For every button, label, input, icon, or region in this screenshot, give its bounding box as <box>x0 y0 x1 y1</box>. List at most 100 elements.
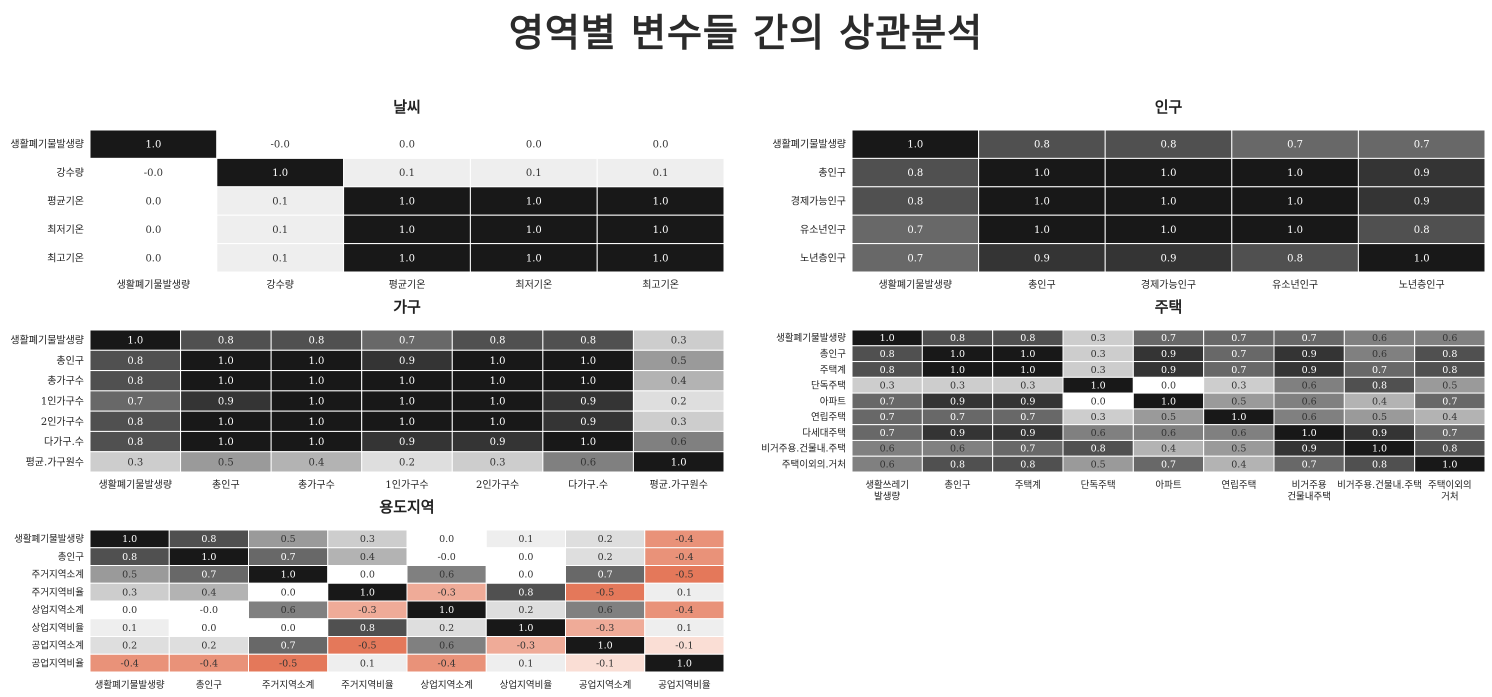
cell-value-label: 0.7 <box>127 397 143 408</box>
cell-value-label: 0.2 <box>201 641 216 652</box>
cell-value-label: 0.8 <box>308 336 324 347</box>
cell-value-label: 1.0 <box>1231 412 1246 423</box>
cell-value-label: 1.0 <box>145 140 161 151</box>
cell-value-label: 0.6 <box>1231 428 1246 439</box>
column-tick-label: 상업지역비율 <box>500 679 553 691</box>
row-tick-label: 다가구.수 <box>44 436 84 448</box>
cell-value-label: 1.0 <box>201 552 216 563</box>
column-tick-label: 단독주택 <box>1081 480 1116 491</box>
row-tick-label: 최저기온 <box>47 224 84 236</box>
cell-value-label: 0.3 <box>1091 333 1106 344</box>
row-tick-label: 유소년인구 <box>800 224 846 236</box>
cell-value-label: 0.8 <box>127 356 143 367</box>
cell-value-label: 0.6 <box>880 444 895 455</box>
cell-value-label: 0.6 <box>1091 428 1106 439</box>
cell-value-label: 1.0 <box>580 376 596 387</box>
cell-value-label: 0.2 <box>598 552 613 563</box>
cell-value-label: 0.6 <box>439 641 454 652</box>
heatmap-cell <box>1104 214 1233 245</box>
cell-value-label: 0.0 <box>518 570 533 581</box>
cell-value-label: 0.8 <box>1034 140 1050 151</box>
cell-value-label: 1.0 <box>399 225 415 236</box>
cell-value-label: 0.5 <box>1091 459 1106 470</box>
column-tick-label: 평균.가구원수 <box>650 479 708 491</box>
cell-value-label: 0.6 <box>580 457 596 468</box>
cell-value-label: 0.9 <box>1020 396 1035 407</box>
column-tick-label: 주택계 <box>1015 479 1041 491</box>
cell-value-label: 0.0 <box>281 623 296 634</box>
cell-value-label: 0.6 <box>598 605 613 616</box>
cell-value-label: 0.3 <box>360 534 375 545</box>
column-tick-label: 총인구 <box>196 680 222 691</box>
cell-value-label: 1.0 <box>653 253 669 264</box>
heatmap-cell <box>978 243 1106 273</box>
cell-value-label: 1.0 <box>1020 349 1035 360</box>
cell-value-label: 0.3 <box>880 381 895 392</box>
cell-value-label: 0.7 <box>1020 412 1035 423</box>
row-tick-label: 1인가구수 <box>41 396 84 408</box>
panel-title: 날씨 <box>393 98 421 116</box>
cell-value-label: 1.0 <box>308 397 324 408</box>
row-tick-label: 주택이외의.거처 <box>782 458 846 470</box>
column-tick-label: 최고기온 <box>642 279 679 291</box>
panel-title: 용도지역 <box>379 498 434 516</box>
cell-value-label: 0.1 <box>272 253 288 264</box>
cell-value-label: 1.0 <box>1287 225 1303 236</box>
cell-value-label: 1.0 <box>526 197 542 208</box>
cell-value-label: 1.0 <box>1091 381 1106 392</box>
cell-value-label: 1.0 <box>1034 225 1050 236</box>
cell-value-label: 1.0 <box>360 587 375 598</box>
cell-value-label: 0.8 <box>907 197 923 208</box>
heatmap-cell <box>1231 186 1359 216</box>
cell-value-label: -0.0 <box>144 168 163 179</box>
cell-value-label: 1.0 <box>880 333 895 344</box>
row-tick-label: 경제가능인구 <box>791 195 846 208</box>
cell-value-label: 0.7 <box>399 336 415 347</box>
column-tick-label: 총인구 <box>1028 279 1056 291</box>
row-tick-label: 공업지역소계 <box>32 640 84 652</box>
cell-value-label: 0.0 <box>122 605 137 616</box>
cell-value-label: 0.8 <box>122 552 137 563</box>
heatmap-panel: 인구 1.0 0.8 0.8 0.7 0.7 0.8 1.0 1.0 1.0 0.9 0.8 1.0 1.… <box>772 98 1486 291</box>
column-tick-label: 생활쓰레기 발생량 <box>865 479 909 503</box>
column-tick-label: 유소년인구 <box>1272 279 1318 291</box>
cell-value-label: 0.8 <box>1442 365 1457 376</box>
heatmap-cell <box>216 129 345 159</box>
cell-value-label: 0.5 <box>1161 412 1176 423</box>
cell-value-label: -0.5 <box>596 587 614 598</box>
column-tick-label: 총가구수 <box>298 479 335 491</box>
cell-value-label: 1.0 <box>308 356 324 367</box>
cell-value-label: -0.0 <box>271 140 290 151</box>
cell-value-label: 0.1 <box>526 168 542 179</box>
heatmap-cell <box>644 653 725 673</box>
cell-value-label: 0.7 <box>1161 333 1176 344</box>
row-tick-label: 아파트 <box>820 396 846 407</box>
row-tick-label: 총가구수 <box>47 375 84 387</box>
cell-value-label: 0.8 <box>1372 381 1387 392</box>
cell-value-label: 1.0 <box>1034 168 1050 179</box>
heatmap-cell <box>1104 243 1233 273</box>
cell-value-label: 0.9 <box>1034 253 1050 264</box>
heatmap-cell <box>89 214 218 245</box>
cell-value-label: 0.4 <box>308 457 324 468</box>
cell-value-label: 0.9 <box>580 417 596 428</box>
cell-value-label: 0.5 <box>1442 381 1457 392</box>
row-tick-label: 총인구 <box>820 349 846 360</box>
heatmap-cell <box>1357 243 1486 273</box>
column-tick-label: 상업지역소계 <box>420 679 472 691</box>
row-tick-label: 다세대주택 <box>802 428 846 439</box>
cell-value-label: 0.9 <box>1161 365 1176 376</box>
cell-value-label: 0.5 <box>218 457 234 468</box>
cell-value-label: 0.3 <box>1091 349 1106 360</box>
heatmap-cell <box>469 243 598 273</box>
cell-value-label: 0.8 <box>1020 333 1035 344</box>
cell-value-label: 0.6 <box>1372 333 1387 344</box>
cell-value-label: 0.0 <box>526 140 542 151</box>
cell-value-label: 0.1 <box>653 168 669 179</box>
cell-value-label: 0.1 <box>677 623 692 634</box>
cell-value-label: 0.8 <box>950 333 965 344</box>
cell-value-label: 0.4 <box>1161 444 1176 455</box>
column-tick-label: 공업지역소계 <box>579 679 631 691</box>
heatmap-cell <box>343 243 471 273</box>
